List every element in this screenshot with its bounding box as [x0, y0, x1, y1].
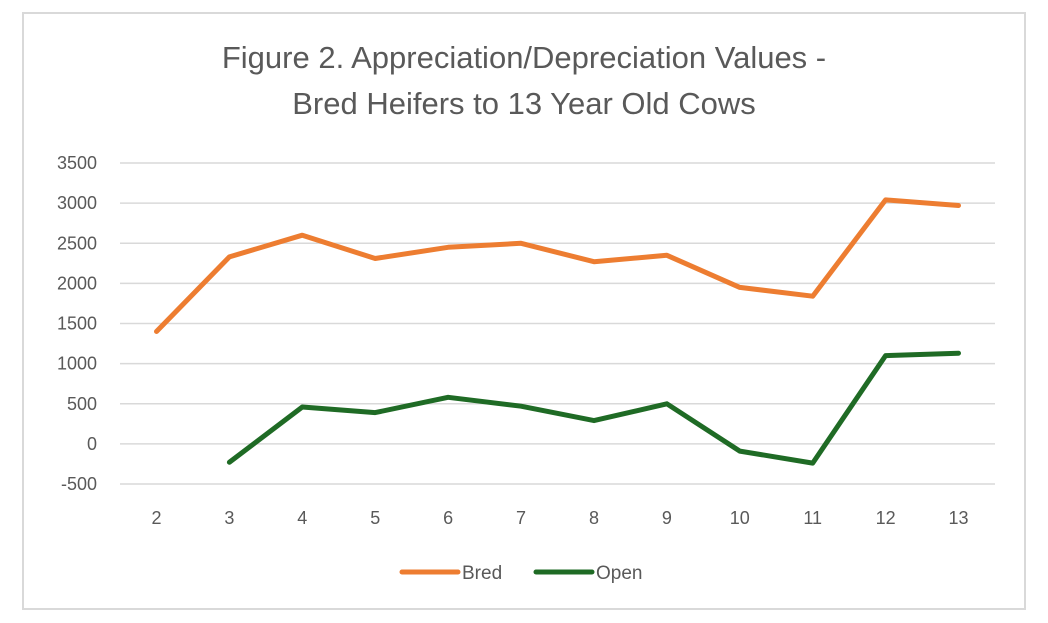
legend-label-open: Open — [596, 563, 642, 584]
x-tick-label: 10 — [730, 508, 750, 528]
series-line-bred — [154, 197, 961, 334]
x-tick-label: 4 — [297, 508, 307, 528]
x-tick-label: 5 — [370, 508, 380, 528]
x-tick-label: 13 — [949, 508, 969, 528]
chart-title-line-2: Bred Heifers to 13 Year Old Cows — [292, 86, 756, 121]
y-tick-label: -500 — [61, 474, 97, 494]
y-tick-label: 0 — [87, 434, 97, 454]
gridlines — [120, 162, 995, 485]
y-tick-label: 1500 — [57, 314, 97, 334]
x-tick-label: 3 — [224, 508, 234, 528]
x-tick-label: 2 — [151, 508, 161, 528]
x-tick-label: 8 — [589, 508, 599, 528]
chart-frame — [22, 12, 1026, 610]
legend: Bred Open — [399, 563, 642, 584]
series-line-open — [226, 350, 961, 466]
x-tick-label: 11 — [803, 508, 822, 528]
y-tick-label: 500 — [67, 394, 97, 414]
x-tick-label: 12 — [876, 508, 896, 528]
y-tick-label: 3000 — [57, 193, 97, 213]
y-axis-tick-labels: -500 0 500 1000 1500 2000 2500 3000 3500 — [57, 153, 97, 494]
series-lines — [154, 197, 961, 466]
x-tick-label: 7 — [516, 508, 526, 528]
x-axis-tick-labels: 2 3 4 5 6 7 8 9 10 11 12 13 — [151, 508, 968, 528]
chart-title-line-1: Figure 2. Appreciation/Depreciation Valu… — [221, 40, 827, 75]
x-tick-label: 9 — [662, 508, 672, 528]
y-tick-label: 3500 — [57, 153, 97, 173]
y-tick-label: 2500 — [57, 233, 97, 253]
y-tick-label: 1000 — [57, 354, 97, 374]
x-tick-label: 6 — [443, 508, 453, 528]
y-tick-label: 2000 — [57, 273, 97, 293]
legend-label-bred: Bred — [462, 563, 502, 584]
